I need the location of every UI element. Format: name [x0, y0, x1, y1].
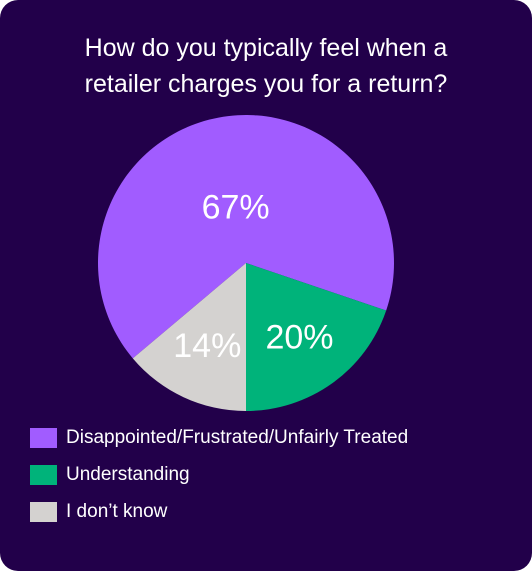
- legend-label-disappointed: Disappointed/Frustrated/Unfairly Treated: [66, 427, 409, 448]
- legend-item-disappointed: Disappointed/Frustrated/Unfairly Treated: [30, 426, 408, 450]
- chart-legend: Disappointed/Frustrated/Unfairly Treated…: [30, 426, 408, 537]
- pie-slice-understanding: [246, 263, 387, 411]
- legend-label-understanding: Understanding: [66, 464, 190, 485]
- legend-item-understanding: Understanding: [30, 463, 408, 487]
- pie-slice-dont-know: [132, 263, 246, 411]
- chart-title-line-2: retailer charges you for a return?: [84, 70, 448, 98]
- legend-item-dont-know: I don’t know: [30, 500, 408, 524]
- pie-slice-disappointed: [98, 115, 395, 359]
- pie-label-understanding: 20%: [265, 319, 333, 357]
- pie-label-dont-know: 14%: [173, 327, 241, 365]
- pie-label-disappointed: 67%: [202, 189, 270, 227]
- legend-swatch-understanding: [30, 465, 57, 485]
- legend-label-dont-know: I don’t know: [66, 501, 168, 522]
- legend-swatch-disappointed: [30, 428, 57, 448]
- chart-title: How do you typically feel when a retaile…: [20, 30, 512, 102]
- legend-swatch-dont-know: [30, 502, 57, 522]
- chart-title-line-1: How do you typically feel when a: [84, 34, 448, 62]
